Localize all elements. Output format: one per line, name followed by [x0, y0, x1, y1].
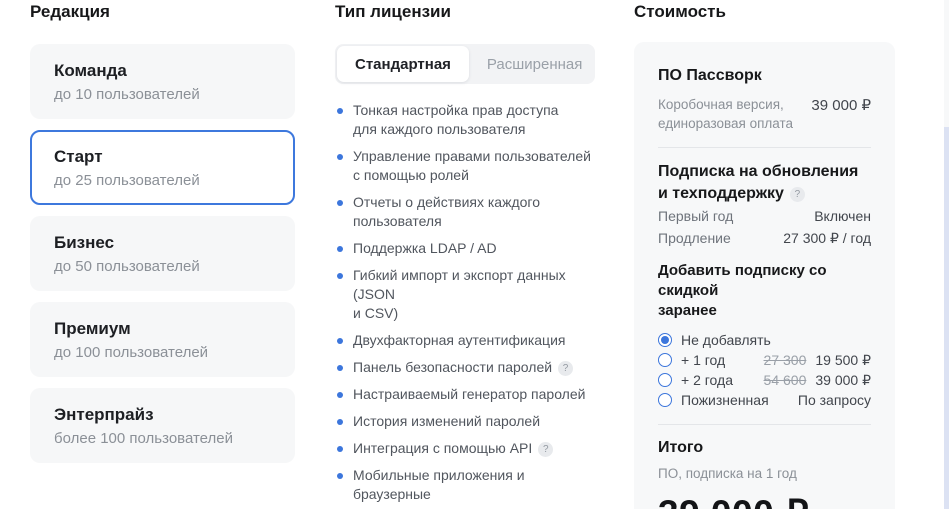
bullet-icon: [337, 154, 343, 160]
edition-card-enterprise[interactable]: Энтерпрайз более 100 пользователей: [30, 388, 295, 463]
edition-list: Команда до 10 пользователей Старт до 25 …: [30, 44, 295, 463]
total-title: Итого: [658, 439, 704, 456]
license-title: Тип лицензии: [335, 2, 451, 21]
help-icon[interactable]: ?: [538, 442, 554, 457]
feature-item: Управление правами пользователей с помощ…: [335, 147, 597, 185]
radio-icon[interactable]: [658, 393, 672, 407]
edition-name: Команда: [54, 61, 127, 80]
radio-icon[interactable]: [658, 373, 672, 387]
row-label: Первый год: [658, 208, 734, 224]
option-price: 19 500 ₽: [815, 352, 871, 368]
product-row: Коробочная версия, единоразовая оплата 3…: [658, 95, 871, 133]
feature-item: Гибкий импорт и экспорт данных (JSON и C…: [335, 266, 597, 323]
bullet-icon: [337, 246, 343, 252]
tab-standard[interactable]: Стандартная: [337, 46, 469, 82]
feature-item: Поддержка LDAP / AD: [335, 239, 597, 258]
license-column: Тип лицензии Стандартная Расширенная Тон…: [335, 0, 597, 509]
total-desc: ПО, подписка на 1 год: [658, 466, 797, 481]
old-price: 54 600: [763, 372, 807, 388]
divider: [658, 147, 871, 148]
row-value: 27 300 ₽ / год: [783, 230, 871, 246]
discount-options: Не добавлять + 1 год 27 300 19 500 ₽ + 2…: [658, 330, 871, 410]
cost-title: Стоимость: [634, 2, 726, 21]
subscription-row-renewal: Продление 27 300 ₽ / год: [658, 227, 871, 249]
feature-item: Двухфакторная аутентификация: [335, 331, 597, 350]
edition-name: Старт: [54, 147, 103, 166]
bullet-icon: [337, 338, 343, 344]
feature-list: Тонкая настройка прав доступа для каждог…: [335, 101, 597, 509]
bullet-icon: [337, 446, 343, 452]
edition-card-start[interactable]: Старт до 25 пользователей: [30, 130, 295, 205]
bullet-icon: [337, 365, 343, 371]
product-desc: Коробочная версия, единоразовая оплата: [658, 97, 794, 131]
edition-card-biznes[interactable]: Бизнес до 50 пользователей: [30, 216, 295, 291]
feature-item: Панель безопасности паролей?: [335, 358, 597, 377]
edition-card-komanda[interactable]: Команда до 10 пользователей: [30, 44, 295, 119]
option-price: 39 000 ₽: [815, 372, 871, 388]
feature-item: Отчеты о действиях каждого пользователя: [335, 193, 597, 231]
editions-title: Редакция: [30, 2, 110, 21]
edition-desc: до 100 пользователей: [54, 344, 209, 361]
total-amount: 39 000 ₽: [658, 492, 871, 509]
product-price: 39 000 ₽: [811, 97, 871, 114]
edition-name: Энтерпрайз: [54, 405, 154, 424]
bullet-icon: [337, 200, 343, 206]
edition-name: Премиум: [54, 319, 131, 338]
discount-title: Добавить подписку со скидкой заранее: [658, 262, 827, 319]
radio-option-1-year[interactable]: + 1 год 27 300 19 500 ₽: [658, 350, 871, 370]
license-tabbar: Стандартная Расширенная: [335, 44, 595, 84]
radio-icon[interactable]: [658, 333, 672, 347]
feature-item: Тонкая настройка прав доступа для каждог…: [335, 101, 597, 139]
radio-option-lifetime[interactable]: Пожизненная По запросу: [658, 390, 871, 410]
bullet-icon: [337, 473, 343, 479]
bullet-icon: [337, 273, 343, 279]
scrollbar-track[interactable]: [944, 0, 949, 127]
bullet-icon: [337, 108, 343, 114]
tab-extended[interactable]: Расширенная: [486, 55, 583, 73]
cost-card: ПО Пассворк Коробочная версия, единоразо…: [634, 42, 895, 509]
edition-desc: до 50 пользователей: [54, 258, 200, 275]
edition-desc: более 100 пользователей: [54, 430, 233, 447]
subscription-row-first-year: Первый год Включен: [658, 205, 871, 227]
bullet-icon: [337, 392, 343, 398]
row-value: Включен: [814, 208, 871, 224]
help-icon[interactable]: ?: [789, 187, 805, 202]
feature-item: Мобильные приложения и браузерные расшир…: [335, 466, 597, 509]
cost-column: Стоимость ПО Пассворк Коробочная версия,…: [634, 0, 895, 509]
row-label: Продление: [658, 230, 731, 246]
feature-item: Интеграция с помощью API?: [335, 439, 597, 458]
edition-desc: до 25 пользователей: [54, 172, 200, 189]
subscription-title: Подписка на обновления и техподдержку?: [658, 163, 859, 202]
feature-item: Настраиваемый генератор паролей: [335, 385, 597, 404]
edition-name: Бизнес: [54, 233, 115, 252]
feature-item: История изменений паролей: [335, 412, 597, 431]
edition-card-premium[interactable]: Премиум до 100 пользователей: [30, 302, 295, 377]
edition-desc: до 10 пользователей: [54, 86, 200, 103]
product-name: ПО Пассворк: [658, 67, 762, 84]
old-price: 27 300: [763, 352, 807, 368]
editions-column: Редакция Команда до 10 пользователей Ста…: [30, 0, 295, 463]
radio-icon[interactable]: [658, 353, 672, 367]
bullet-icon: [337, 419, 343, 425]
help-icon[interactable]: ?: [558, 361, 574, 376]
radio-option-2-years[interactable]: + 2 года 54 600 39 000 ₽: [658, 370, 871, 390]
radio-option-none[interactable]: Не добавлять: [658, 330, 871, 350]
scrollbar-thumb[interactable]: [944, 127, 949, 509]
divider: [658, 424, 871, 425]
option-price: По запросу: [797, 392, 871, 408]
